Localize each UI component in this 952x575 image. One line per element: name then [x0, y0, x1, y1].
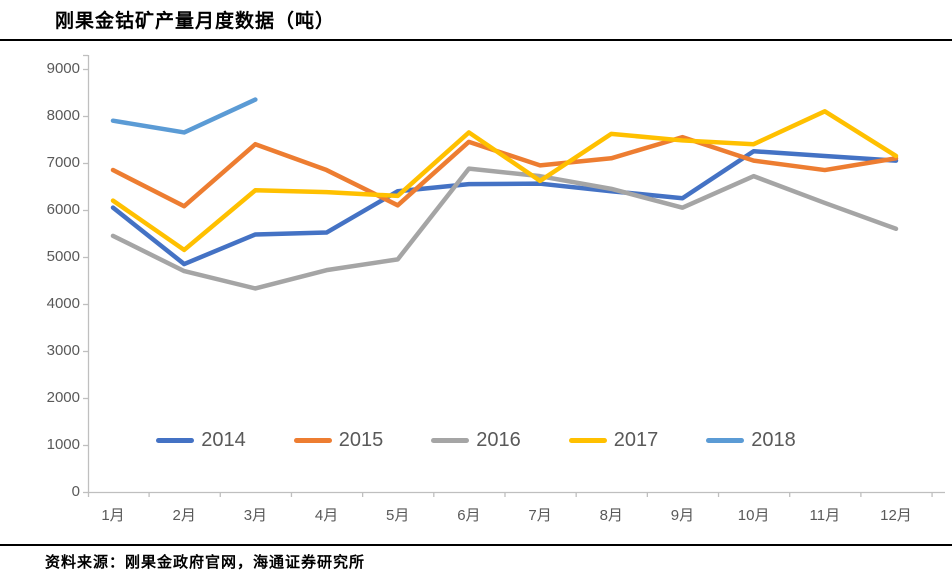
legend-swatch-2017 — [568, 438, 607, 443]
chart-title: 刚果金钴矿产量月度数据（吨） — [55, 10, 336, 32]
x-axis-label: 12月 — [880, 507, 912, 524]
legend-label-2017: 2017 — [613, 429, 659, 451]
y-axis-label: 5000 — [46, 248, 80, 265]
y-axis-label: 4000 — [46, 295, 80, 312]
y-axis-label: 1000 — [46, 436, 80, 453]
x-axis-label: 5月 — [386, 507, 410, 524]
x-axis-label: 4月 — [314, 507, 339, 524]
x-axis-label: 11月 — [809, 507, 841, 524]
legend-item-2016: 2016 — [431, 429, 521, 452]
y-axis-label: 0 — [71, 483, 80, 500]
legend-swatch-2016 — [431, 438, 470, 443]
y-axis-label: 7000 — [46, 154, 80, 171]
y-axis-label: 9000 — [46, 60, 80, 77]
legend-swatch-2015 — [293, 438, 332, 443]
legend-label-2014: 2014 — [201, 429, 246, 451]
series-line-2014 — [110, 149, 899, 267]
legend-item-2018: 2018 — [706, 429, 796, 452]
x-axis-label: 2月 — [172, 507, 196, 524]
x-axis-label: 7月 — [528, 507, 552, 524]
x-axis-label: 9月 — [670, 507, 695, 524]
x-axis-label: 8月 — [599, 507, 623, 524]
series-line-2015 — [110, 134, 899, 209]
title-divider-line — [0, 39, 952, 41]
chart-legend: 2014 2015 2016 2017 2018 — [0, 429, 952, 452]
series-line-2017 — [110, 109, 899, 253]
legend-swatch-2018 — [706, 438, 745, 443]
series-line-2018 — [110, 97, 258, 135]
y-axis-label: 6000 — [46, 201, 80, 218]
legend-item-2017: 2017 — [568, 429, 659, 452]
y-axis-label: 2000 — [46, 389, 80, 406]
series-line-2016 — [110, 166, 899, 291]
y-axis-label: 3000 — [46, 342, 80, 359]
legend-item-2014: 2014 — [156, 429, 246, 452]
source-note: 资料来源：刚果金政府官网，海通证券研究所 — [45, 553, 366, 571]
legend-swatch-2014 — [156, 438, 195, 443]
legend-label-2016: 2016 — [476, 429, 521, 451]
x-axis-label: 6月 — [457, 507, 481, 524]
x-axis-label: 3月 — [243, 507, 268, 524]
x-axis-label: 1月 — [101, 507, 125, 524]
legend-label-2015: 2015 — [338, 429, 384, 451]
x-axis-label: 10月 — [737, 507, 770, 524]
footer-divider-line — [0, 544, 952, 546]
y-axis-label: 8000 — [46, 107, 80, 124]
legend-item-2015: 2015 — [293, 429, 384, 452]
legend-label-2018: 2018 — [751, 429, 796, 451]
